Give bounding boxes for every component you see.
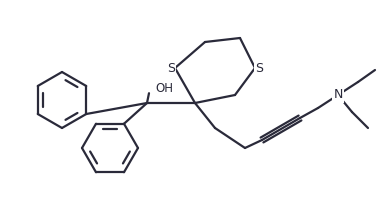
Text: S: S xyxy=(167,61,175,74)
Text: S: S xyxy=(255,61,263,74)
Text: N: N xyxy=(333,89,343,102)
Text: OH: OH xyxy=(155,82,173,95)
